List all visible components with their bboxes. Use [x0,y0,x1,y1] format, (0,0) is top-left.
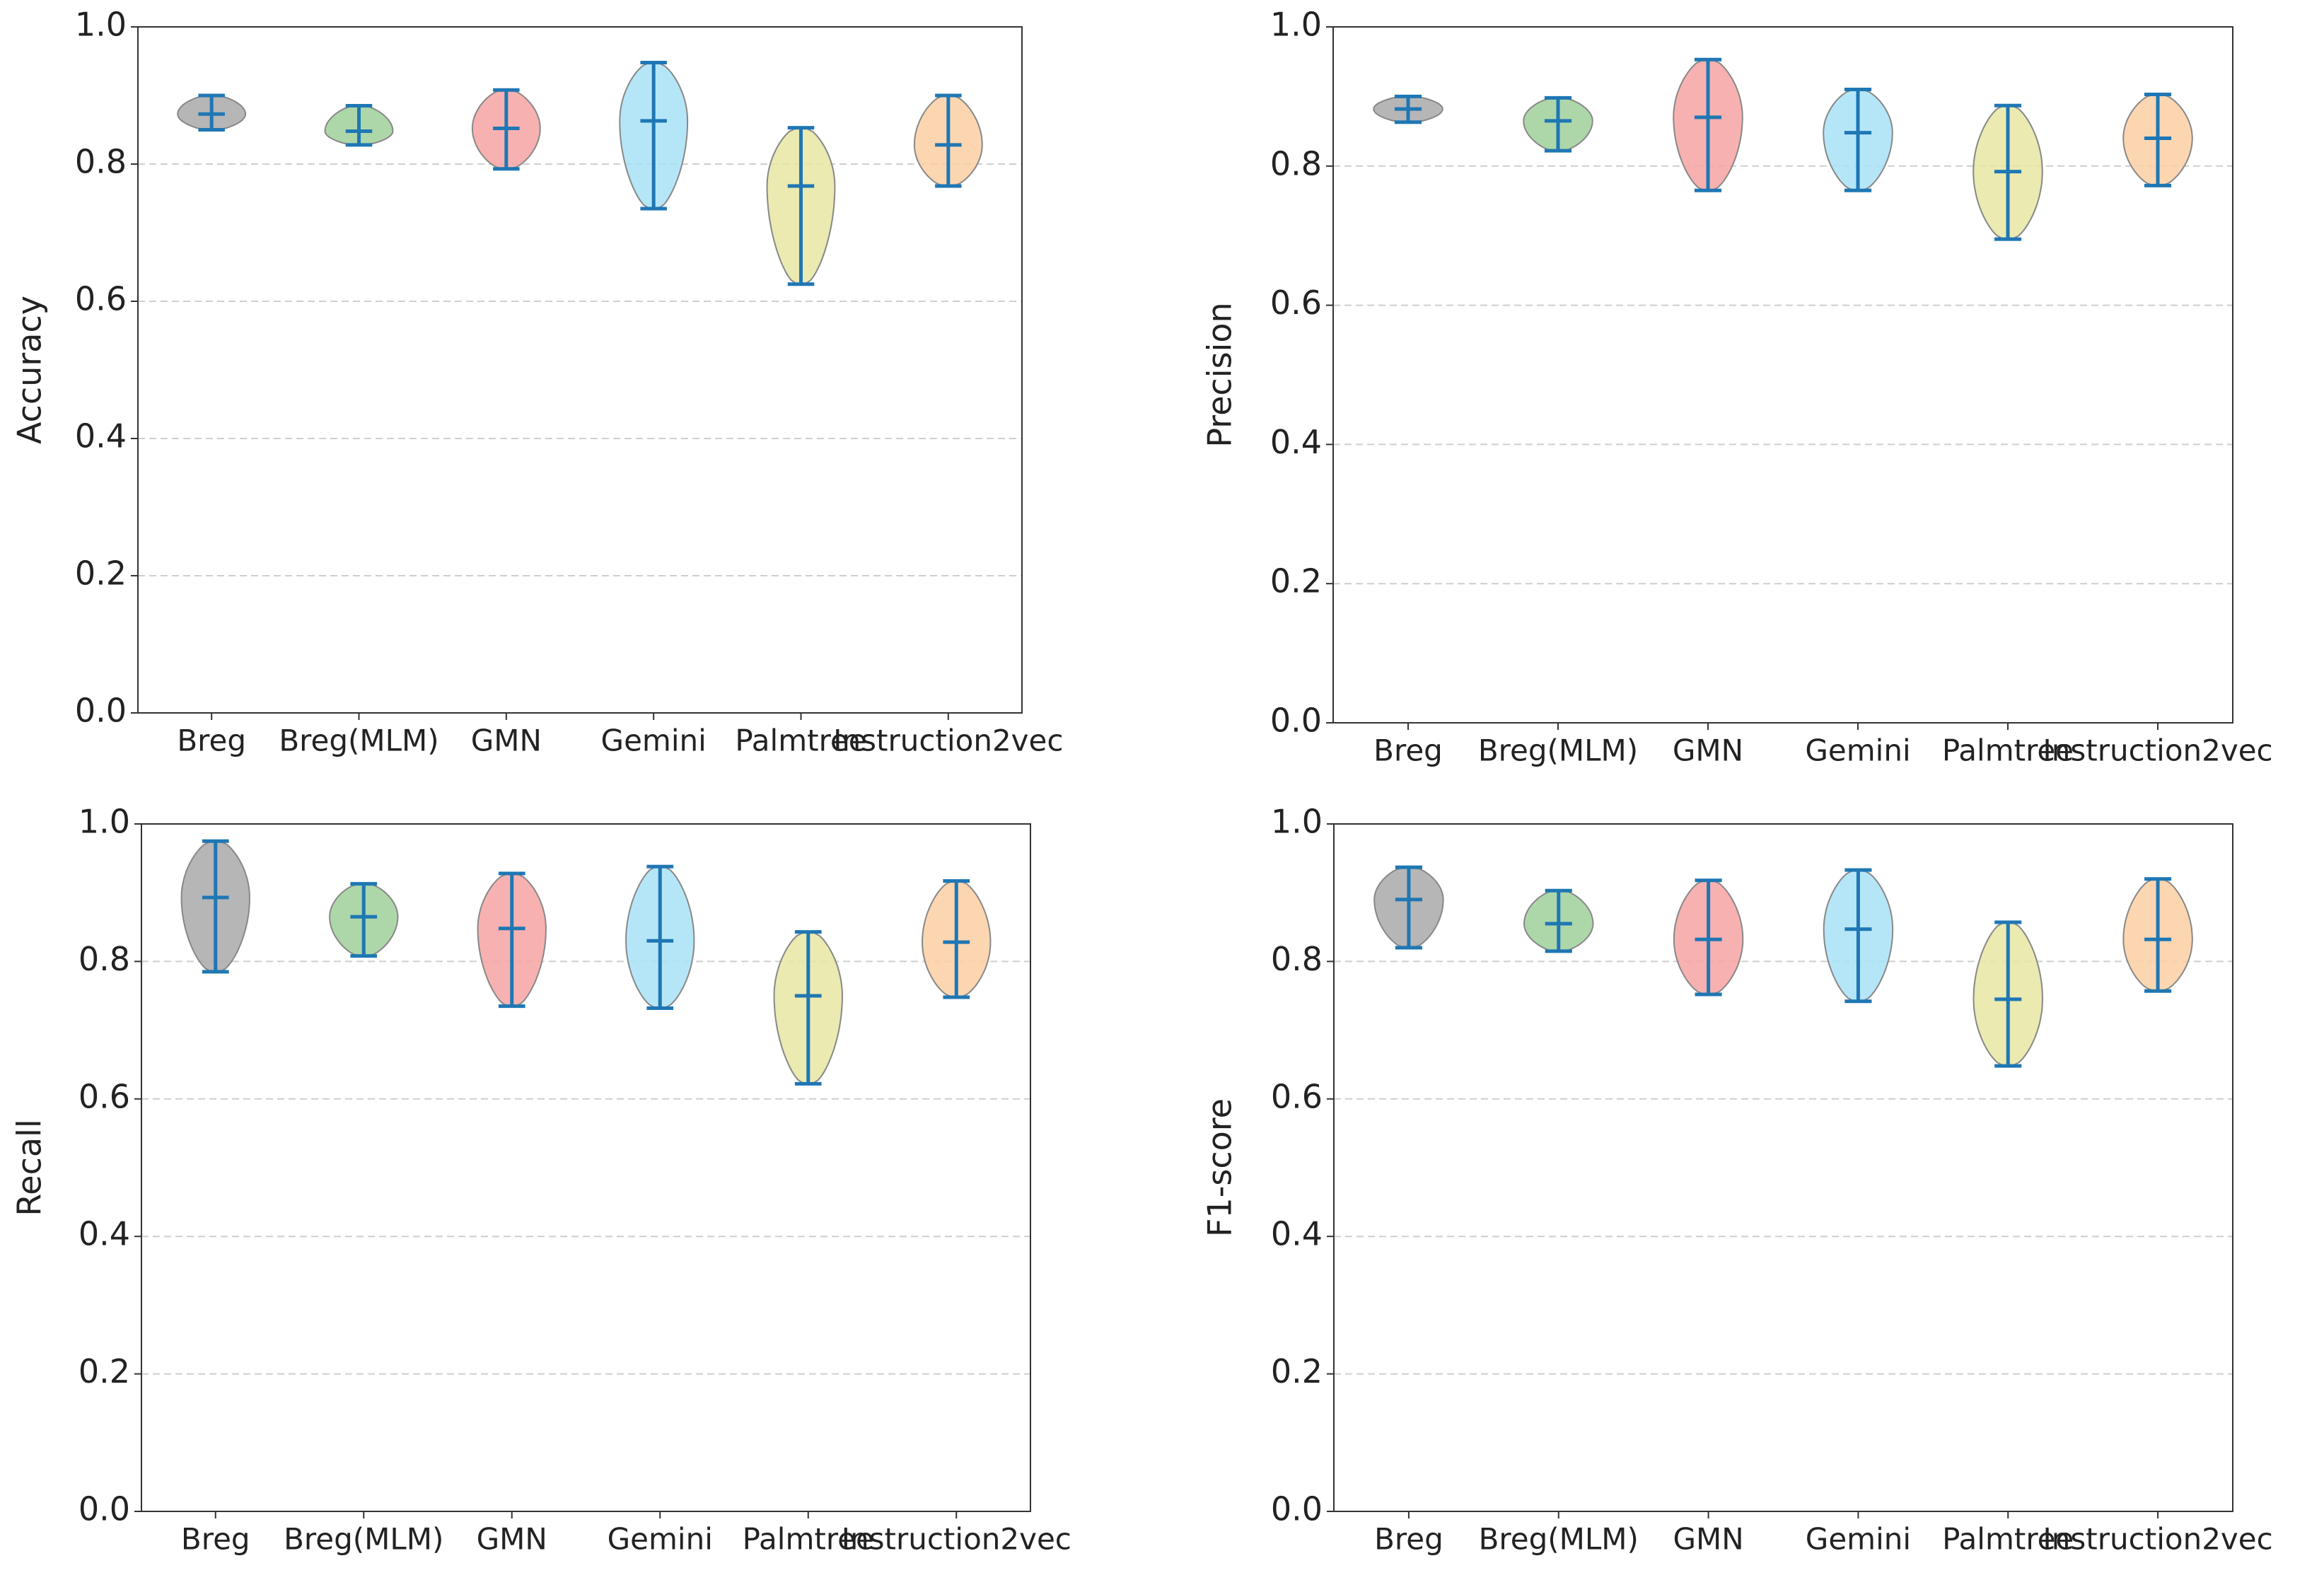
plot-frame [1333,823,2233,1512]
x-tick-label: Breg(MLM) [279,724,438,758]
y-tick-label: 0.0 [1271,1490,1323,1528]
y-tick-label: 0.0 [1270,702,1322,740]
x-tick-label: Breg [1374,1522,1443,1557]
plot-frame [141,823,1031,1512]
x-tick-label: Breg(MLM) [284,1522,443,1557]
x-tick-label: GMN [1673,1522,1743,1557]
x-tick-label: Gemini [1805,733,1910,768]
y-tick-label: 0.8 [1270,144,1322,182]
x-tick-label: Palmtree [1942,733,2074,768]
y-tick-label: 0.6 [79,1077,130,1115]
x-tick-label: Breg [177,724,246,758]
y-tick-label: 0.8 [79,940,130,978]
y-tick-label: 0.0 [75,692,127,730]
x-tick-label: Breg(MLM) [1479,1522,1639,1557]
plot-frame [137,26,1023,714]
x-tick-label: Breg(MLM) [1478,733,1638,768]
x-tick-label: Palmtree [735,724,866,758]
x-tick-label: Gemini [1806,1522,1911,1557]
x-tick-label: GMN [471,724,542,758]
y-tick-label: 1.0 [1271,803,1323,841]
y-tick-label: 0.2 [75,554,127,593]
x-tick-label: Gemini [608,1522,713,1557]
y-tick-label: 0.2 [1270,562,1322,600]
y-tick-label: 0.2 [79,1352,130,1390]
x-tick-label: Instruction2vec [842,1522,1071,1557]
y-tick-label: 0.4 [1271,1215,1323,1253]
x-tick-label: Gemini [601,724,707,758]
y-axis-label: Precision [1201,302,1239,447]
y-tick-label: 0.0 [79,1490,130,1528]
x-tick-label: Palmtree [1942,1522,2074,1557]
y-tick-label: 1.0 [79,803,130,841]
y-tick-label: 0.8 [75,143,127,181]
y-tick-label: 1.0 [75,6,127,44]
y-tick-label: 0.8 [1271,940,1323,978]
x-tick-label: Instruction2vec [2043,1522,2272,1557]
x-tick-label: Palmtree [743,1522,874,1557]
x-tick-label: Breg [1373,733,1443,768]
y-tick-label: 0.4 [1270,423,1322,461]
x-tick-label: GMN [1673,733,1743,768]
y-tick-label: 0.6 [75,280,127,318]
y-tick-label: 1.0 [1270,6,1322,44]
y-tick-label: 0.4 [79,1215,130,1253]
x-tick-label: Instruction2vec [2043,733,2272,768]
x-tick-label: Instruction2vec [833,724,1063,758]
y-tick-label: 0.6 [1270,284,1322,322]
plot-frame [1332,26,2233,724]
y-tick-label: 0.4 [75,417,127,455]
x-tick-label: GMN [477,1522,547,1557]
x-tick-label: Breg [181,1522,250,1557]
y-axis-label: Recall [11,1119,49,1216]
y-tick-label: 0.6 [1271,1077,1323,1115]
y-axis-label: F1-score [1201,1098,1239,1237]
y-axis-label: Accuracy [11,296,49,444]
y-tick-label: 0.2 [1271,1352,1323,1390]
